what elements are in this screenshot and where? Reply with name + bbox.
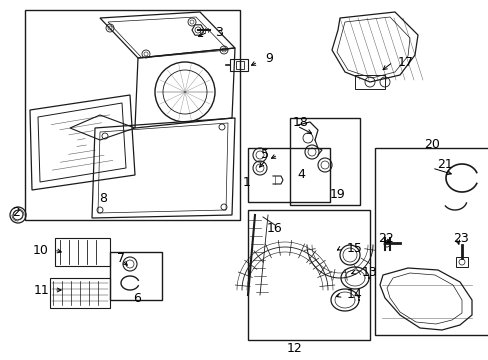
Bar <box>374 148 488 335</box>
Text: 20: 20 <box>423 139 439 152</box>
Text: 14: 14 <box>346 288 362 302</box>
Text: 10: 10 <box>33 243 49 256</box>
Bar <box>247 210 369 340</box>
Bar <box>25 10 240 220</box>
Text: 7: 7 <box>117 252 125 265</box>
Bar <box>289 118 359 205</box>
Text: 19: 19 <box>329 189 345 202</box>
Bar <box>354 75 384 89</box>
Text: 11: 11 <box>33 284 49 297</box>
Text: 21: 21 <box>436 158 452 171</box>
Text: 18: 18 <box>292 117 308 130</box>
Bar <box>455 257 467 267</box>
Text: 1: 1 <box>243 176 250 189</box>
Text: 12: 12 <box>286 342 302 355</box>
Text: 17: 17 <box>397 55 413 68</box>
Text: 4: 4 <box>296 168 304 181</box>
Bar <box>110 252 162 300</box>
Text: 15: 15 <box>346 242 362 255</box>
Text: 13: 13 <box>361 266 377 279</box>
Text: 3: 3 <box>215 26 223 39</box>
Bar <box>55 238 110 266</box>
Text: 5: 5 <box>261 148 268 162</box>
Text: 8: 8 <box>99 192 107 204</box>
Text: 9: 9 <box>264 51 272 64</box>
Text: 16: 16 <box>266 221 282 234</box>
Bar <box>50 278 110 308</box>
Text: 23: 23 <box>452 231 468 244</box>
Bar <box>229 59 247 71</box>
Bar <box>236 61 244 69</box>
Text: 22: 22 <box>377 231 393 244</box>
Text: 2: 2 <box>12 206 20 219</box>
Bar <box>247 148 329 202</box>
Text: 6: 6 <box>133 292 141 305</box>
